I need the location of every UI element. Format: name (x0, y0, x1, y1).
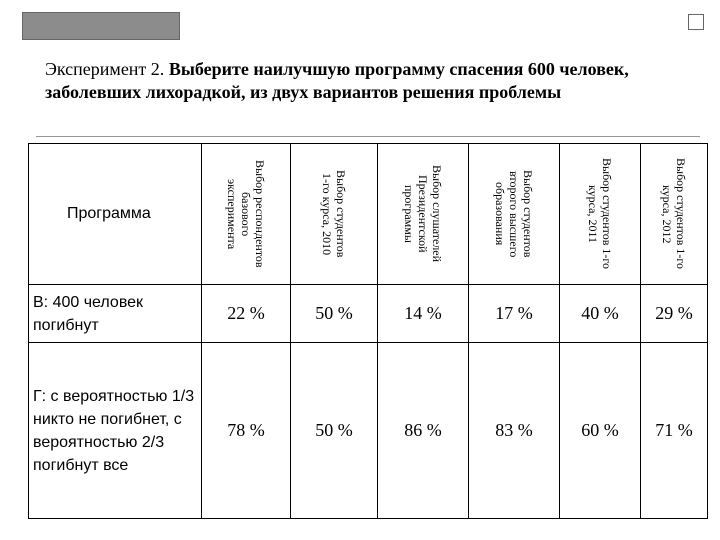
header-line: образования (493, 182, 507, 246)
header-line: Выбор студентов 1-го (674, 158, 688, 270)
table: Программа Выбор респондентов базового эксп… (28, 143, 708, 519)
row-label: Г: с вероятностью 1/3 никто не погибнет,… (28, 342, 202, 519)
rule (36, 136, 700, 137)
header-line: курса, 2011 (586, 184, 600, 243)
row-label: В: 400 человек погибнут (28, 284, 202, 343)
corner-cell: Программа (28, 143, 202, 285)
header-line: Выбор студентов (334, 170, 348, 258)
header-cell: Выбор слушателей Президентской программы (377, 143, 469, 285)
value-cell: 50 % (290, 284, 378, 343)
header-line: Президентской (416, 175, 430, 253)
value-cell: 40 % (559, 284, 641, 343)
row: В: 400 человек погибнут 22 % 50 % 14 % 17 % 4… (28, 284, 708, 343)
header-text: Выбор студентов второго высшего образовани… (493, 148, 535, 280)
header-row: Программа Выбор респондентов базового эксп… (28, 143, 708, 285)
value-cell: 17 % (468, 284, 560, 343)
header-line: Выбор респондентов (253, 160, 267, 268)
header-text: Выбор студентов 1-го курса, 2011 (586, 148, 614, 280)
header-text: Выбор студентов 1-го курса, 2012 (660, 148, 688, 280)
value-cell: 71 % (640, 342, 708, 519)
header-line: второго высшего (507, 170, 521, 258)
header-cell: Выбор студентов второго высшего образовани… (468, 143, 560, 285)
header-cell: Выбор студентов 1-го курса, 2011 (559, 143, 641, 285)
header-line: Выбор студентов (521, 170, 535, 258)
row: Г: с вероятностью 1/3 никто не погибнет,… (28, 342, 708, 519)
value-cell: 78 % (201, 342, 291, 519)
header-line: эксперимента (225, 178, 239, 250)
header-line: базового (239, 191, 253, 237)
header-line: программы (402, 185, 416, 243)
title: Эксперимент 2. Выберите наилучшую програ… (45, 58, 645, 104)
header-cell: Выбор студентов 1-го курса, 2010 (290, 143, 378, 285)
header-text: Выбор слушателей Президентской программы (402, 148, 444, 280)
title-prefix: Эксперимент 2. (45, 59, 165, 79)
header-line: Выбор студентов 1-го (600, 158, 614, 270)
value-cell: 29 % (640, 284, 708, 343)
decor-bar (22, 12, 180, 40)
header-cell: Выбор студентов 1-го курса, 2012 (640, 143, 708, 285)
header-text: Выбор студентов 1-го курса, 2010 (320, 148, 348, 280)
header-line: курса, 2012 (660, 184, 674, 244)
value-cell: 60 % (559, 342, 641, 519)
value-cell: 22 % (201, 284, 291, 343)
value-cell: 14 % (377, 284, 469, 343)
decor-square (688, 14, 704, 30)
header-line: Выбор слушателей (430, 165, 444, 263)
value-cell: 50 % (290, 342, 378, 519)
header-line: 1-го курса, 2010 (320, 172, 334, 256)
title-text: Выберите наилучшую программу спасения 60… (45, 59, 629, 102)
value-cell: 83 % (468, 342, 560, 519)
header-text: Выбор респондентов базового эксперимента (225, 148, 267, 280)
value-cell: 86 % (377, 342, 469, 519)
header-cell: Выбор респондентов базового эксперимента (201, 143, 291, 285)
